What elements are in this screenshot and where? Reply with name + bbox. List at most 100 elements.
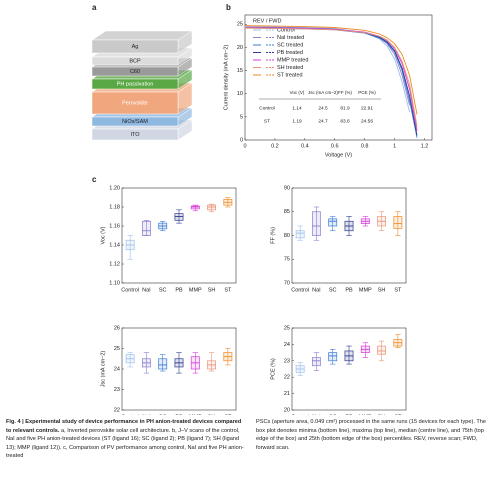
y-tick-label: 24: [114, 366, 120, 372]
x-tick-label: SC: [329, 414, 337, 415]
x-tick-label: ST: [224, 287, 232, 293]
panel-label: b: [226, 3, 231, 12]
table-header: PCE (%): [358, 90, 376, 95]
x-tick-label: Control: [291, 287, 309, 293]
legend-label: SC treated: [277, 42, 303, 48]
layer-label: C60: [130, 69, 140, 75]
x-tick-label: MMP: [359, 414, 372, 415]
x-tick-label: NaI: [312, 287, 321, 293]
panel-label: c: [92, 175, 97, 184]
legend-label: PB treated: [277, 50, 303, 56]
layer: [91, 78, 179, 90]
y-axis-label: PCE (%): [270, 358, 276, 380]
y-tick-label: 1.14: [109, 242, 120, 248]
y-tick-label: 0: [240, 137, 243, 143]
x-tick-label: SH: [208, 287, 216, 293]
y-tick-label: 20: [284, 407, 290, 413]
layer: [91, 91, 179, 115]
layer: [91, 128, 179, 141]
y-tick-label: 80: [284, 233, 290, 239]
table-cell: 81.9: [340, 105, 350, 111]
x-tick-label: PB: [175, 287, 183, 293]
x-tick-label: 0: [243, 143, 246, 149]
y-tick-label: 25: [237, 22, 243, 28]
x-tick-label: ST: [394, 287, 402, 293]
x-tick-label: Control: [291, 414, 309, 415]
y-tick-label: 25: [284, 325, 290, 331]
x-tick-label: MMP: [359, 287, 372, 293]
table-header: Jsc (mA cm−2): [308, 90, 338, 95]
table-cell: 24.56: [361, 118, 373, 124]
x-tick-label: SH: [208, 414, 216, 415]
x-tick-label: 1.2: [421, 143, 429, 149]
plot-frame: [244, 14, 433, 141]
table-header: FF (%): [338, 90, 352, 95]
layer-top: [91, 30, 193, 41]
legend-label: MMP treated: [277, 57, 308, 63]
x-tick-label: MMP: [189, 287, 202, 293]
y-tick-label: 23: [114, 387, 120, 393]
x-tick-label: 0.6: [331, 143, 339, 149]
box: [328, 218, 338, 227]
y-tick-label: 70: [284, 280, 290, 286]
x-tick-label: Control: [121, 414, 139, 415]
box: [393, 216, 403, 229]
table-cell: 22.91: [361, 105, 373, 111]
table-header: Voc (V): [290, 90, 305, 95]
layer: [91, 56, 179, 66]
legend-header: REV / FWD: [253, 18, 281, 24]
y-tick-label: 26: [114, 325, 120, 331]
caption-text: a, Inverted perovskite solar cell archit…: [6, 427, 244, 460]
box: [312, 211, 321, 236]
y-tick-label: 21: [284, 391, 290, 397]
y-tick-label: 22: [114, 407, 120, 413]
y-tick-label: 24: [284, 342, 290, 348]
x-axis-label: Voltage (V): [325, 152, 352, 158]
x-tick-label: Control: [121, 287, 139, 293]
box: [377, 345, 386, 355]
y-axis-label: Voc (V): [100, 226, 106, 244]
layer-label: BCP: [129, 58, 141, 64]
layer: [91, 39, 179, 54]
layer: [91, 66, 179, 77]
y-tick-label: 1.18: [109, 204, 120, 210]
layer-label: PH passivation: [117, 81, 154, 87]
y-axis-label: Current density (mA cm−2): [223, 45, 229, 111]
y-tick-label: 1.20: [109, 185, 120, 191]
jv-curve: [244, 27, 418, 131]
box: [328, 352, 338, 362]
x-tick-label: ST: [224, 414, 232, 415]
table-cell: 1.14: [292, 105, 302, 111]
x-tick-label: PB: [175, 414, 183, 415]
x-tick-label: PB: [345, 414, 353, 415]
jv-curve: [244, 25, 418, 115]
x-tick-label: 1: [393, 143, 396, 149]
y-tick-label: 23: [284, 358, 290, 364]
figure: a b c ITO NiOx/SAM Perovskite PH passivation C6…: [91, 3, 433, 415]
x-tick-label: SC: [329, 287, 337, 293]
y-axis-label: FF (%): [270, 227, 276, 244]
box: [295, 230, 305, 239]
x-tick-label: PB: [345, 287, 353, 293]
y-tick-label: 1.10: [109, 280, 120, 286]
y-tick-label: 10: [237, 91, 243, 97]
x-tick-label: SH: [378, 414, 386, 415]
x-tick-label: NaI: [142, 414, 151, 415]
y-tick-label: 85: [284, 209, 290, 215]
table-cell: 24.7: [318, 118, 328, 124]
caption-title: Fig. 4 | Experimental study of device pe…: [6, 419, 242, 434]
caption-left: Fig. 4 | Experimental study of device pe…: [6, 418, 244, 461]
table-cell: 24.5: [318, 105, 328, 111]
y-axis-label: Jsc (mA cm−2): [100, 351, 106, 388]
y-tick-label: 22: [284, 375, 290, 381]
layer-label: NiOx/SAM: [122, 119, 148, 125]
box: [174, 213, 184, 221]
panel-label: a: [92, 3, 97, 12]
box: [207, 204, 216, 211]
box: [158, 358, 168, 370]
y-tick-label: 25: [114, 346, 120, 352]
layer-label: Ag: [132, 44, 139, 50]
y-tick-label: 90: [284, 185, 290, 191]
x-tick-label: 0.2: [271, 143, 279, 149]
